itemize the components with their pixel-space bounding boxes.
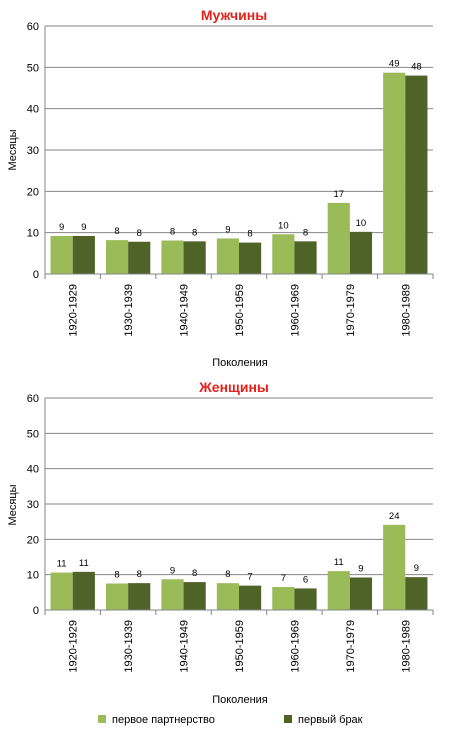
bar-first-partnership-women [216,583,239,610]
data-label: 9 [225,224,230,235]
plot-area-men: 0 10 20 30 40 50 60 9 9 1920-1929 8 8 1930-1939 8 8 194… [27,21,434,337]
data-label: 9 [358,563,363,574]
data-label: 11 [79,558,89,569]
data-label: 8 [114,226,119,237]
data-label: 8 [192,568,197,579]
bar-first-marriage-women [405,577,428,610]
data-label: 49 [389,59,400,70]
bar-first-partnership-women [161,579,184,610]
data-label: 10 [278,220,289,231]
bar-first-partnership-men [50,235,73,274]
bar-first-marriage-men [128,241,151,274]
bar-first-partnership-women [105,583,129,610]
y-tick-label: 40 [27,464,39,476]
data-label: 8 [225,569,230,580]
x-axis-label-women: Поколения [212,694,268,706]
legend-swatch-first-marriage [284,715,292,723]
bar-first-partnership-women [383,524,406,610]
x-tick-label: 1980-1989 [400,284,412,337]
data-label: 7 [281,573,286,584]
chart-title-women: Женщины [198,379,269,395]
bar-first-marriage-men [294,241,317,274]
bar-first-partnership-men [327,202,350,274]
y-tick-label: 50 [27,428,39,440]
x-tick-label: 1950-1959 [234,620,246,673]
chart-title-men: Мужчины [201,7,267,23]
bar-first-partnership-women [327,571,350,610]
y-tick-label: 10 [27,228,39,240]
bar-first-marriage-men [405,75,428,274]
y-tick-label: 60 [27,393,39,405]
bar-first-partnership-men [383,72,406,274]
legend-label-first-partnership: первое партнерство [112,714,215,726]
data-label: 9 [59,222,64,233]
bar-first-marriage-men [239,242,262,274]
bar-first-partnership-women [272,587,295,610]
bar-first-partnership-men [105,240,129,274]
data-label: 8 [247,229,252,240]
y-tick-label: 60 [27,21,39,33]
bar-first-marriage-women [128,583,151,610]
y-tick-label: 40 [27,104,39,116]
data-label: 9 [414,563,419,574]
data-label: 7 [247,572,252,583]
y-tick-label: 30 [27,499,39,511]
y-tick-label: 0 [33,269,39,281]
data-label: 8 [192,227,197,238]
data-label: 8 [137,228,142,239]
legend-swatch-first-partnership [98,715,106,723]
x-tick-label: 1960-1969 [289,620,301,673]
data-label: 11 [57,559,67,570]
y-tick-label: 10 [27,570,39,582]
bar-first-partnership-men [272,234,295,274]
x-tick-label: 1970-1979 [345,620,357,673]
bar-first-partnership-men [216,238,239,274]
x-tick-label: 1950-1959 [234,284,246,337]
data-label: 17 [333,189,344,200]
y-tick-label: 0 [33,605,39,617]
y-axis-label-women: Месяцы [7,484,19,525]
y-tick-label: 20 [27,534,39,546]
x-tick-label: 1920-1929 [68,284,80,337]
data-label: 8 [170,227,175,238]
y-axis-label-men: Месяцы [7,129,19,170]
data-label: 10 [356,218,367,229]
x-tick-label: 1920-1929 [68,620,80,673]
data-label: 24 [389,511,400,522]
data-label: 9 [81,222,86,233]
data-label: 8 [114,570,119,581]
bar-first-marriage-men [349,231,373,274]
x-tick-label: 1980-1989 [400,620,412,673]
bar-first-marriage-women [294,588,317,610]
data-label: 11 [334,557,344,568]
data-label: 8 [137,569,142,580]
data-label: 6 [303,574,308,585]
bar-first-marriage-women [349,577,373,610]
legend: первое партнерство первый брак [98,714,363,726]
x-tick-label: 1940-1949 [179,620,191,673]
y-tick-label: 30 [27,145,39,157]
x-axis-label-men: Поколения [212,357,268,369]
x-tick-label: 1930-1939 [123,284,135,337]
bar-first-partnership-women [50,572,73,610]
bar-first-marriage-women [72,571,95,610]
data-label: 48 [411,62,422,73]
bar-first-marriage-men [72,235,95,274]
y-tick-label: 20 [27,186,39,198]
x-tick-label: 1970-1979 [345,284,357,337]
y-tick-label: 50 [27,62,39,74]
data-label: 9 [170,565,175,576]
legend-label-first-marriage: первый брак [298,714,363,726]
x-tick-label: 1930-1939 [123,620,135,673]
bar-first-marriage-men [183,241,206,274]
x-tick-label: 1960-1969 [289,284,301,337]
bar-first-marriage-women [183,582,206,610]
bar-first-partnership-men [161,240,184,274]
bar-first-marriage-women [239,585,262,610]
plot-area-women: 0 10 20 30 40 50 60 11 11 1920-1929 8 8 1930-1939 9 8 1… [27,393,434,673]
data-label: 8 [303,227,308,238]
x-tick-label: 1940-1949 [179,284,191,337]
